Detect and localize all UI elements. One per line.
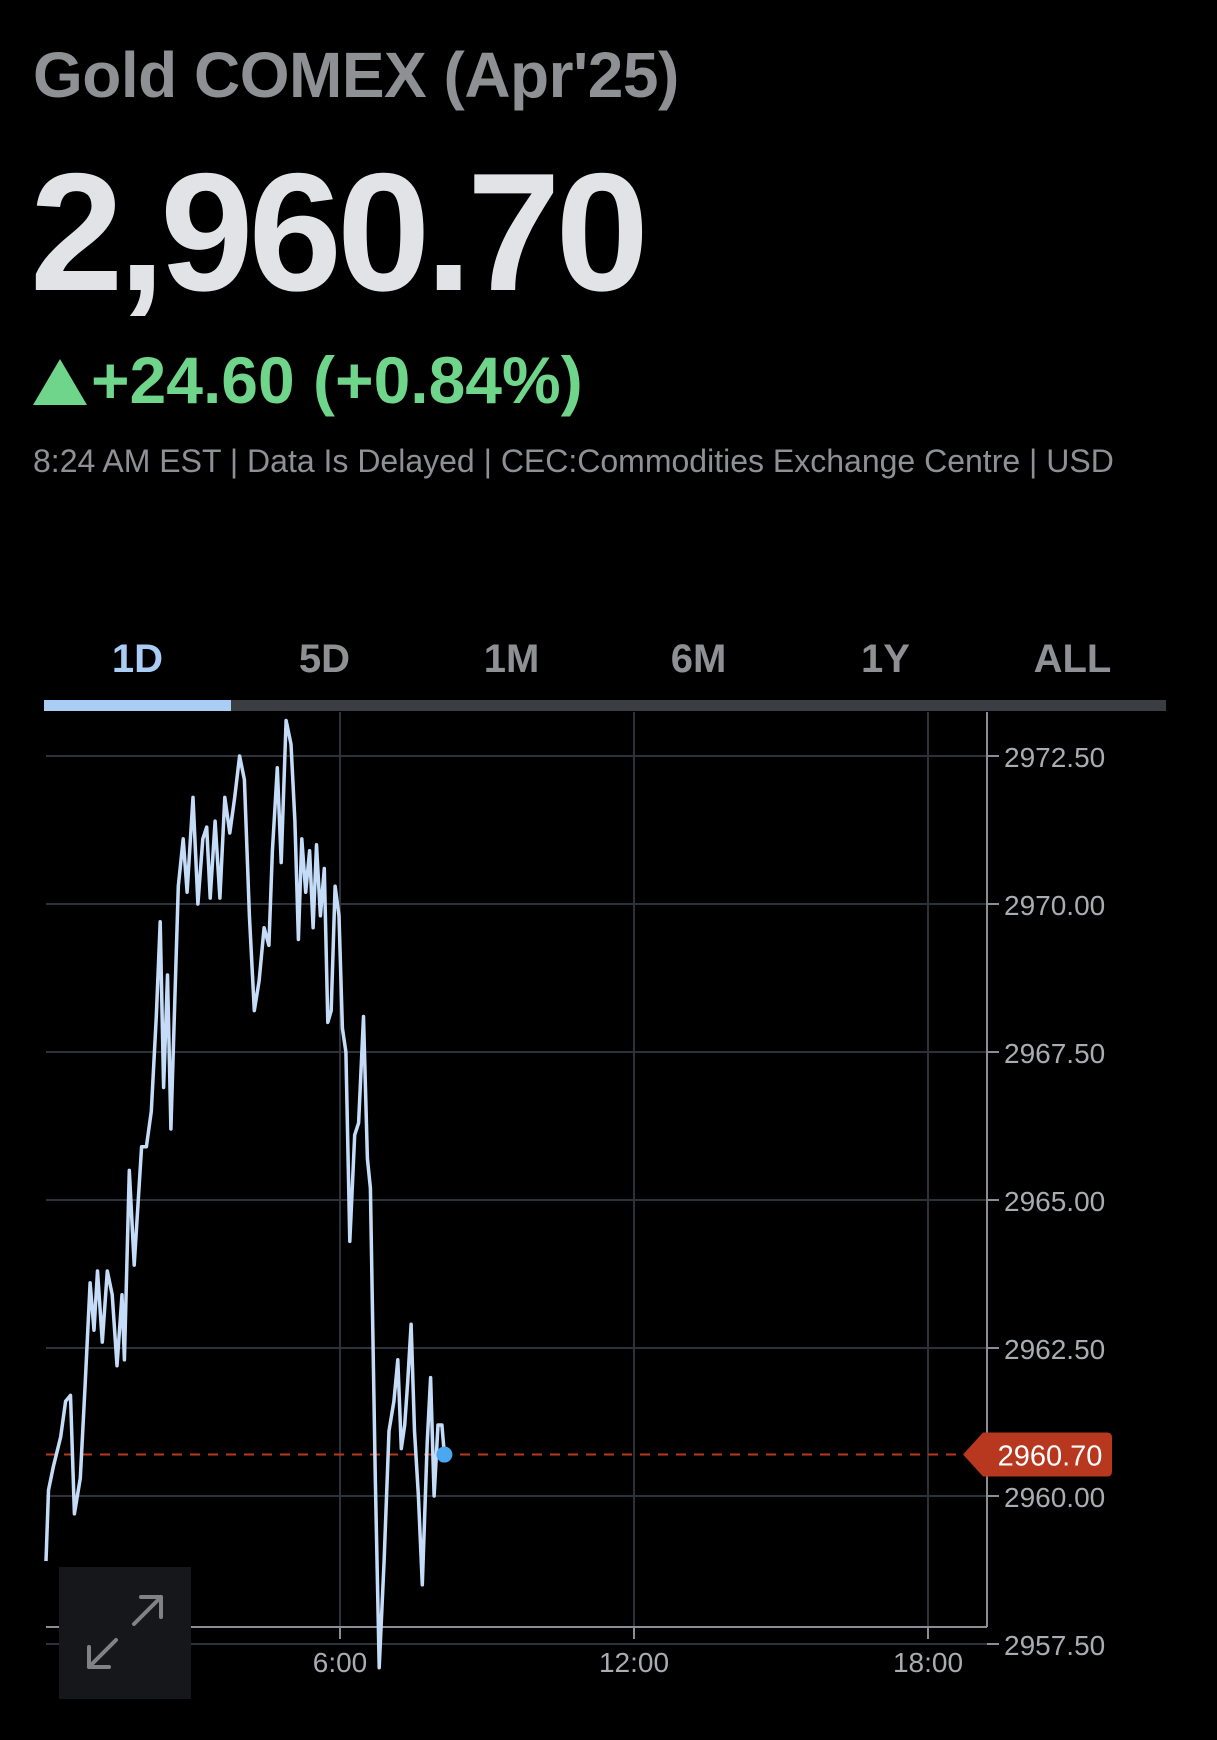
tab-all[interactable]: ALL <box>1033 637 1112 681</box>
price-change-value: +24.60 (+0.84%) <box>91 343 583 417</box>
up-arrow-icon <box>33 359 87 405</box>
y-tick-label: 2972.50 <box>1004 742 1105 773</box>
instrument-title: Gold COMEX (Apr'25) <box>33 39 679 111</box>
time-range-tabs: 1D 5D 1M 6M 1Y ALL <box>44 630 1166 711</box>
last-point-marker <box>436 1446 453 1463</box>
tab-active-indicator <box>44 700 231 711</box>
y-tick-label: 2965.00 <box>1004 1186 1105 1217</box>
price-chart[interactable]: 2957.50 2960.00 2962.50 2965.00 2967.50 2970.… <box>0 712 1217 1692</box>
x-tick-label: 12:00 <box>599 1647 669 1678</box>
y-tick-label: 2957.50 <box>1004 1630 1105 1661</box>
tab-track <box>44 700 1166 711</box>
tab-1d[interactable]: 1D <box>111 637 164 681</box>
quote-meta: 8:24 AM EST | Data Is Delayed | CEC:Comm… <box>33 443 1114 479</box>
y-tick-label: 2960.00 <box>1004 1482 1105 1513</box>
price-change: +24.60 (+0.84%) <box>33 343 583 417</box>
last-price-tag <box>963 1432 1112 1477</box>
x-tick-label: 18:00 <box>893 1647 963 1678</box>
tab-1y[interactable]: 1Y <box>861 637 910 681</box>
last-price: 2,960.70 <box>30 138 649 326</box>
tab-5d[interactable]: 5D <box>298 637 351 681</box>
tab-1m[interactable]: 1M <box>483 637 540 681</box>
tab-6m[interactable]: 6M <box>670 637 727 681</box>
expand-diagonal-arrows-icon <box>87 1595 163 1669</box>
x-tick-label: 6:00 <box>313 1647 368 1678</box>
last-price-tag-label: 2960.70 <box>998 1441 1103 1473</box>
price-line <box>44 718 447 1670</box>
y-tick-label: 2970.00 <box>1004 890 1105 921</box>
expand-chart-button[interactable] <box>59 1567 191 1699</box>
y-tick-label: 2967.50 <box>1004 1038 1105 1069</box>
y-tick-label: 2962.50 <box>1004 1334 1105 1365</box>
